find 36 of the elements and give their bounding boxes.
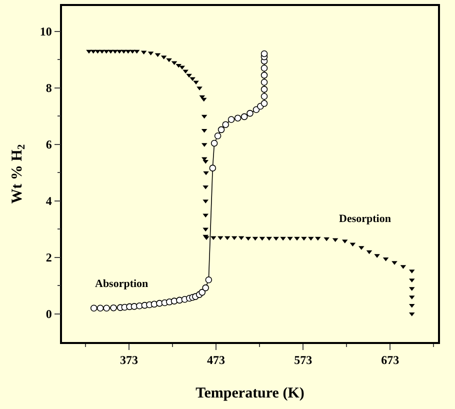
point <box>260 86 268 93</box>
y-tick-label: 0 <box>46 306 52 321</box>
y-tick-label: 8 <box>46 81 52 96</box>
point <box>90 304 98 312</box>
point <box>260 50 268 58</box>
point <box>260 72 268 79</box>
point <box>96 304 104 312</box>
point <box>228 116 235 123</box>
point <box>210 140 218 147</box>
point <box>260 92 268 100</box>
point <box>110 304 117 312</box>
point <box>222 121 230 128</box>
point <box>218 126 225 134</box>
y-tick-label: 2 <box>46 250 52 264</box>
series-label: Absorption <box>95 278 148 290</box>
point <box>260 64 268 72</box>
y-tick-label: 10 <box>40 24 52 39</box>
point <box>214 132 222 140</box>
x-tick-label: 373 <box>120 353 138 368</box>
point <box>260 100 268 107</box>
point <box>260 78 268 86</box>
point <box>209 164 216 172</box>
y-tick-label: 4 <box>46 194 52 208</box>
y-tick-label: 6 <box>46 138 52 152</box>
point <box>205 276 212 284</box>
point <box>198 288 206 296</box>
point <box>246 110 254 117</box>
point <box>202 284 210 292</box>
point <box>103 304 110 312</box>
x-axis-title: Temperature (K) <box>196 386 304 402</box>
x-tick-label: 573 <box>294 353 312 368</box>
point <box>240 113 248 120</box>
x-tick-label: 673 <box>381 353 400 368</box>
series-label: Desorption <box>339 213 391 225</box>
point <box>234 114 242 122</box>
x-tick-label: 473 <box>207 353 226 368</box>
